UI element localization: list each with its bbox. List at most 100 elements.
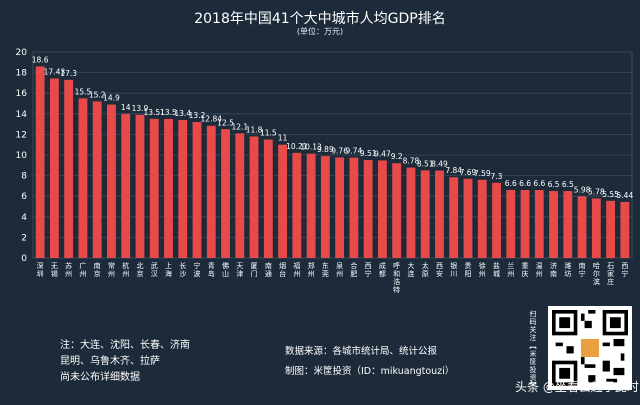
data-label: 7.69 [460, 168, 477, 177]
bar [292, 152, 302, 258]
footnote-line-2: 昆明、乌鲁木齐、拉萨 [60, 356, 160, 367]
bar [235, 133, 245, 258]
bar [320, 156, 330, 258]
data-label: 6.6 [505, 179, 517, 188]
bar [221, 129, 230, 258]
x-tick-label: 宁波 [194, 261, 201, 278]
bar [392, 163, 402, 258]
x-tick-label: 杭州 [122, 261, 129, 278]
data-label: 12.84 [201, 115, 223, 124]
footnote-line-1: 注：大连、沈阳、长春、济南 [60, 340, 190, 351]
source-block: 数据来源：各城市统计局、统计公报 制图：米筐投资（ID：mikuangtouzi… [285, 342, 515, 382]
y-tick-label: 2 [21, 233, 27, 243]
qr-code[interactable] [548, 306, 632, 390]
bar [406, 167, 416, 258]
bar [620, 201, 630, 258]
x-tick-label: 南宁 [579, 261, 586, 278]
data-label: 11 [278, 134, 288, 143]
x-tick-label: 东莞 [322, 261, 329, 278]
data-label: 9.74 [346, 147, 363, 156]
y-tick-label: 14 [16, 110, 28, 120]
x-tick-label: 大连 [407, 261, 414, 278]
data-label: 13.51 [143, 108, 165, 117]
x-tick-label: 合肥 [350, 261, 357, 278]
x-tick-label: 北京 [136, 262, 143, 278]
data-label: 11.5 [260, 129, 277, 138]
bar [263, 139, 273, 258]
bar [492, 182, 501, 258]
x-tick-label: 哈尔滨 [593, 261, 600, 286]
x-tick-label: 长沙 [179, 261, 186, 278]
bar [549, 191, 558, 258]
data-label: 6.6 [519, 179, 531, 188]
data-label: 5.78 [588, 187, 605, 196]
bar [278, 144, 288, 258]
bar [78, 98, 88, 258]
x-tick-label: 南京 [94, 261, 101, 278]
bar [249, 136, 259, 258]
x-tick-label: 温州 [536, 261, 543, 278]
chart-title: 2018年中国41个大中城市人均GDP排名 [194, 11, 446, 27]
bar [349, 157, 359, 258]
x-tick-label: 潍坊 [564, 261, 571, 278]
chart-maker: 制图：米筐投资（ID：mikuangtouzi） [285, 366, 455, 377]
data-label: 9.47 [374, 149, 391, 158]
bar [164, 118, 173, 258]
bar [577, 196, 587, 258]
data-label: 9.76 [331, 146, 348, 155]
bar [64, 79, 74, 258]
data-label: 11.8 [246, 125, 263, 134]
y-tick-label: 10 [16, 151, 28, 161]
data-label: 18.6 [32, 55, 49, 64]
bar [121, 113, 131, 258]
y-tick-label: 8 [21, 172, 27, 182]
data-label: 13.4 [174, 109, 191, 118]
x-tick-label: 呼和浩特 [393, 261, 400, 294]
x-tick-label: 西宁 [621, 262, 628, 278]
x-tick-label: 西宁 [365, 262, 372, 278]
bar [135, 114, 145, 258]
data-label: 7.84 [445, 166, 462, 175]
footer: 注：大连、沈阳、长春、济南 昆明、乌鲁木齐、拉萨 尚未公布详细数据 数据来源：各… [0, 300, 640, 405]
x-tick-label: 常州 [108, 261, 115, 278]
data-label: 17.3 [60, 69, 77, 78]
bar [363, 160, 373, 258]
x-tick-label: 兰州 [507, 261, 514, 278]
data-source: 数据来源：各城市统计局、统计公报 [285, 346, 438, 357]
x-tick-label: 盐城 [493, 261, 500, 278]
x-tick-label: 济南 [550, 261, 557, 278]
x-tick-label: 佛山 [222, 261, 229, 278]
x-tick-label: 石家庄 [607, 262, 614, 286]
bar [534, 190, 544, 258]
bar [178, 119, 188, 258]
y-tick-label: 4 [21, 213, 27, 223]
data-label: 13.2 [189, 111, 206, 120]
x-tick-label: 福州 [293, 261, 300, 278]
data-label: 6.5 [562, 180, 574, 189]
x-tick-label: 深圳 [37, 261, 44, 278]
qr-code-pattern [552, 310, 628, 386]
data-label: 7.59 [474, 169, 491, 178]
bar [335, 157, 345, 258]
bar [606, 200, 616, 258]
data-label: 5.44 [617, 191, 634, 200]
x-tick-label: 天津 [236, 262, 243, 278]
footnote-line-3: 尚未公布详细数据 [60, 372, 140, 383]
data-label: 6.5 [548, 180, 560, 189]
data-label: 15.2 [89, 90, 106, 99]
data-label: 10.13 [300, 143, 322, 152]
y-tick-label: 16 [16, 89, 28, 99]
x-tick-label: 苏州 [65, 261, 72, 278]
data-label: 12.1 [231, 122, 248, 131]
bar [420, 170, 430, 258]
data-label: 7.3 [491, 172, 503, 181]
bar [149, 118, 159, 258]
bar [463, 178, 473, 258]
bar [591, 198, 601, 258]
bar [49, 78, 59, 258]
bar [92, 101, 102, 258]
y-tick-label: 6 [21, 192, 27, 202]
y-tick-label: 12 [16, 130, 27, 140]
x-tick-label: 厦门 [251, 262, 258, 278]
data-label: 17.43 [44, 67, 66, 76]
